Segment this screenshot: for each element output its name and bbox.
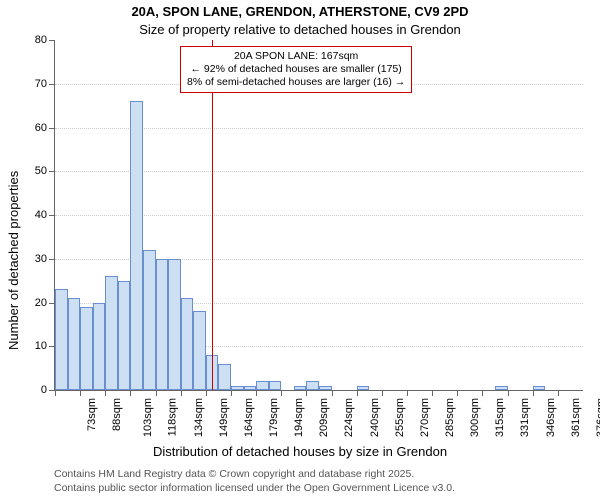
histogram-bar — [55, 289, 68, 390]
x-tick — [457, 390, 458, 396]
x-tick-label: 118sqm — [167, 398, 179, 436]
reference-annotation-box: 20A SPON LANE: 167sqm ← 92% of detached … — [180, 46, 412, 93]
y-tick — [49, 84, 55, 85]
histogram-bar — [93, 303, 106, 391]
x-tick — [256, 390, 257, 396]
histogram-bar — [193, 311, 206, 390]
x-tick-label: 164sqm — [243, 398, 255, 437]
x-tick-label: 224sqm — [344, 398, 356, 437]
x-tick — [156, 390, 157, 396]
y-tick-label: 80 — [35, 34, 47, 46]
y-tick-label: 60 — [35, 122, 47, 134]
histogram-bar — [181, 298, 194, 390]
histogram-bar — [306, 381, 319, 390]
annotation-line2: ← 92% of detached houses are smaller (17… — [187, 63, 405, 76]
x-tick — [281, 390, 282, 396]
x-tick — [432, 390, 433, 396]
histogram-bar — [218, 364, 231, 390]
x-tick — [231, 390, 232, 396]
histogram-bar — [118, 281, 131, 390]
histogram-bar — [495, 386, 508, 390]
y-tick — [49, 259, 55, 260]
x-tick-label: 361sqm — [570, 398, 582, 437]
y-tick-label: 20 — [35, 297, 47, 309]
x-tick — [482, 390, 483, 396]
x-tick-label: 376sqm — [595, 398, 600, 437]
histogram-bar — [319, 386, 332, 390]
chart-title-line1: 20A, SPON LANE, GRENDON, ATHERSTONE, CV9… — [0, 4, 600, 19]
histogram-bar — [80, 307, 93, 390]
x-tick — [533, 390, 534, 396]
x-tick-label: 346sqm — [545, 398, 557, 437]
y-tick — [49, 40, 55, 41]
x-tick-label: 240sqm — [369, 398, 381, 437]
x-tick-label: 270sqm — [419, 398, 431, 437]
x-tick — [558, 390, 559, 396]
footer-attribution: Contains HM Land Registry data © Crown c… — [54, 468, 455, 495]
x-tick-label: 285sqm — [444, 398, 456, 437]
x-tick-label: 315sqm — [494, 398, 506, 437]
x-tick — [181, 390, 182, 396]
y-axis-label: Number of detached properties — [6, 171, 21, 350]
chart-title-line2: Size of property relative to detached ho… — [0, 22, 600, 37]
histogram-bar — [256, 381, 269, 390]
histogram-bar — [156, 259, 169, 390]
x-tick — [508, 390, 509, 396]
annotation-line1: 20A SPON LANE: 167sqm — [187, 50, 405, 63]
histogram-bar — [269, 381, 282, 390]
x-tick — [206, 390, 207, 396]
x-tick — [357, 390, 358, 396]
chart-container: 20A, SPON LANE, GRENDON, ATHERSTONE, CV9… — [0, 0, 600, 500]
y-tick-label: 50 — [35, 165, 47, 177]
annotation-line3: 8% of semi-detached houses are larger (1… — [187, 76, 405, 89]
x-tick — [130, 390, 131, 396]
y-tick-label: 0 — [41, 384, 47, 396]
x-tick — [407, 390, 408, 396]
x-tick — [382, 390, 383, 396]
footer-line2: Contains public sector information licen… — [54, 482, 455, 496]
histogram-bar — [68, 298, 81, 390]
x-tick-label: 209sqm — [318, 398, 330, 437]
x-tick-label: 134sqm — [193, 398, 205, 437]
y-tick-label: 10 — [35, 340, 47, 352]
y-tick-label: 40 — [35, 209, 47, 221]
histogram-bar — [244, 386, 257, 390]
x-tick — [55, 390, 56, 396]
x-tick — [80, 390, 81, 396]
histogram-bar — [231, 386, 244, 390]
x-tick-label: 88sqm — [111, 398, 123, 431]
y-tick-label: 70 — [35, 78, 47, 90]
y-tick-label: 30 — [35, 253, 47, 265]
x-tick — [332, 390, 333, 396]
histogram-bar — [533, 386, 546, 390]
x-tick-label: 149sqm — [218, 398, 230, 437]
y-tick — [49, 215, 55, 216]
histogram-bar — [357, 386, 370, 390]
y-tick — [49, 128, 55, 129]
footer-line1: Contains HM Land Registry data © Crown c… — [54, 468, 455, 482]
x-tick-label: 179sqm — [268, 398, 280, 437]
histogram-bar — [294, 386, 307, 390]
x-tick-label: 255sqm — [394, 398, 406, 437]
x-tick-label: 103sqm — [142, 398, 154, 437]
x-tick-label: 300sqm — [469, 398, 481, 437]
histogram-bar — [143, 250, 156, 390]
x-tick-label: 73sqm — [86, 398, 98, 431]
y-tick — [49, 171, 55, 172]
x-axis-label: Distribution of detached houses by size … — [0, 444, 600, 459]
x-tick-label: 194sqm — [293, 398, 305, 437]
histogram-bar — [168, 259, 181, 390]
x-tick-label: 331sqm — [520, 398, 532, 437]
histogram-bar — [105, 276, 118, 390]
histogram-bar — [130, 101, 143, 390]
x-tick — [105, 390, 106, 396]
x-tick — [306, 390, 307, 396]
